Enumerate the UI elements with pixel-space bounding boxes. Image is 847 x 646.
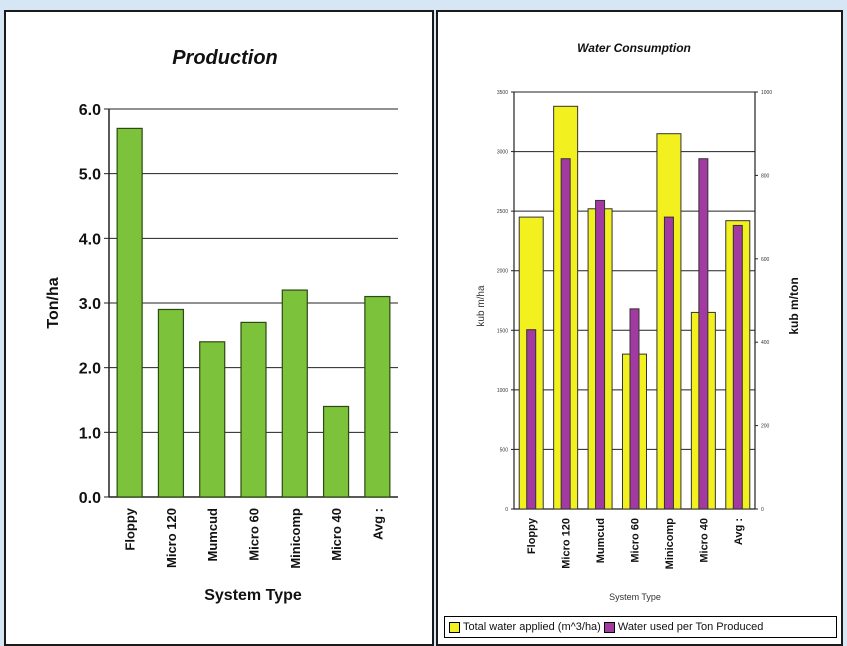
bar-avg: [364, 295, 391, 498]
production-chart-panel: Production 0.0 1.0 2.0 3.0 4.0 5.0 6.0 Floppy Mic…: [4, 10, 434, 646]
bar-micro-120: [157, 308, 185, 498]
x-tick-label: Mumcud: [205, 508, 220, 562]
x-axis-label: System Type: [204, 587, 302, 604]
bar-water-per-ton-micro-40: [698, 158, 709, 510]
legend-item-water-per-ton: Water used per Ton Produced: [603, 621, 764, 633]
legend-label-total-water: Total water applied (m^3/ha): [463, 621, 601, 633]
y-tick-label: 500: [500, 447, 509, 453]
bar-water-per-ton-minicomp: [663, 216, 674, 510]
y-tick-label: 2500: [497, 209, 508, 215]
y-right-tick-label: 400: [761, 340, 770, 346]
legend-swatch-water-per-ton: [603, 621, 615, 633]
bar-floppy: [116, 127, 143, 498]
x-tick-label: Avg :: [370, 508, 385, 540]
y-tick-label: 0.0: [79, 490, 101, 507]
y-tick-label: 2.0: [79, 361, 101, 378]
y-tick-label: 2000: [497, 269, 508, 275]
x-tick-label: Micro 120: [561, 518, 573, 569]
x-tick-label: Micro 60: [630, 518, 642, 563]
y-right-tick-label: 200: [761, 424, 770, 430]
bar-minicomp: [281, 289, 308, 498]
y-tick-label: 3000: [497, 150, 508, 156]
chart-title: Water Consumption: [577, 41, 691, 55]
y-axis-label: kub m/ha: [476, 285, 487, 327]
legend-label-water-per-ton: Water used per Ton Produced: [617, 621, 764, 633]
y-tick-label: 6.0: [79, 102, 101, 119]
chart-title: Production: [172, 47, 278, 69]
bar-micro-60: [240, 321, 267, 498]
y-tick-label: 1500: [497, 328, 508, 334]
water-consumption-chart: Water Consumption05001000150020002500300…: [476, 41, 801, 602]
bar-water-per-ton-floppy: [526, 329, 537, 510]
x-tick-label: Mumcud: [595, 518, 607, 563]
x-tick-label: Floppy: [123, 507, 138, 550]
x-tick-label: Micro 60: [247, 508, 262, 561]
chart-legend: Total water applied (m^3/ha) Water used …: [444, 616, 837, 638]
y-right-axis-label: kub m/ton: [787, 277, 801, 334]
y-right-tick-label: 800: [761, 173, 770, 179]
bar-water-per-ton-avg: [732, 224, 743, 510]
legend-swatch-total-water: [449, 621, 460, 633]
y-tick-label: 1000: [497, 388, 508, 394]
y-axis-label: Ton/ha: [45, 277, 62, 328]
bar-water-per-ton-micro-120: [560, 158, 571, 510]
x-tick-label: Minicomp: [664, 518, 676, 570]
x-tick-label: Micro 40: [698, 518, 710, 563]
y-tick-label: 5.0: [79, 167, 101, 184]
y-right-tick-label: 1000: [761, 90, 772, 96]
x-tick-label: Minicomp: [288, 508, 303, 569]
water-consumption-chart-panel: Water Consumption 0 500 1000 1500 2000 2500 300…: [436, 10, 843, 646]
x-tick-label: Floppy: [526, 517, 538, 554]
y-tick-label: 3.0: [79, 296, 101, 313]
y-tick-label: 3500: [497, 90, 508, 96]
x-tick-label: Micro 120: [164, 508, 179, 568]
y-tick-label: 0: [505, 507, 508, 513]
bar-water-per-ton-mumcud: [595, 199, 606, 510]
y-right-tick-label: 600: [761, 257, 770, 263]
x-tick-label: Micro 40: [329, 508, 344, 561]
bar-mumcud: [199, 341, 226, 498]
y-tick-label: 4.0: [79, 231, 101, 248]
bar-water-per-ton-micro-60: [629, 308, 640, 510]
production-chart: Production 0.0 1.0 2.0 3.0 4.0 5.0 6.0 Floppy Mic…: [45, 47, 398, 604]
y-right-tick-label: 0: [761, 507, 764, 513]
y-tick-label: 1.0: [79, 425, 101, 442]
legend-item-total-water: Total water applied (m^3/ha): [449, 621, 601, 633]
x-tick-label: Avg :: [733, 518, 745, 545]
x-axis-label: System Type: [609, 592, 661, 602]
bar-micro-40: [322, 405, 350, 498]
